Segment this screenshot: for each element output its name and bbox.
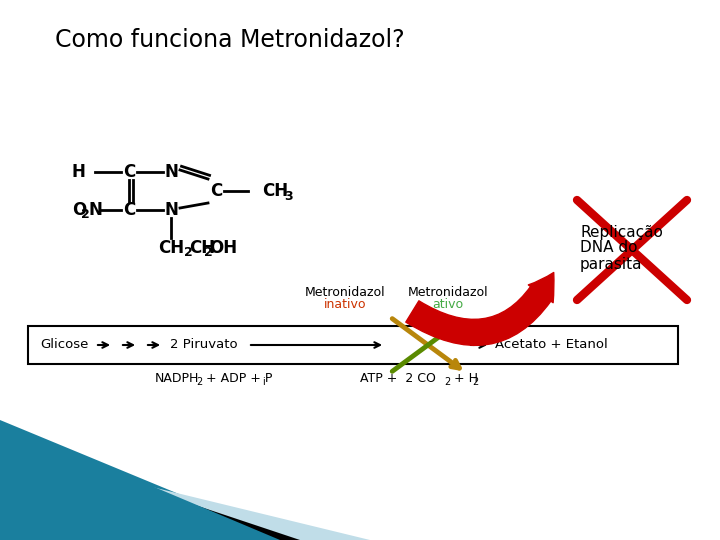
- Text: DNA do: DNA do: [580, 240, 637, 255]
- Text: 2: 2: [196, 377, 202, 387]
- Text: Metronidazol: Metronidazol: [408, 286, 488, 299]
- Text: C: C: [210, 182, 222, 200]
- Text: Metronidazol: Metronidazol: [305, 286, 385, 299]
- Text: OH: OH: [209, 239, 237, 257]
- Text: inativo: inativo: [324, 298, 366, 310]
- Text: 2: 2: [184, 246, 193, 260]
- Text: CH: CH: [189, 239, 215, 257]
- Polygon shape: [0, 422, 280, 540]
- Text: 2: 2: [81, 208, 90, 221]
- Text: Como funciona Metronidazol?: Como funciona Metronidazol?: [55, 28, 405, 52]
- Text: CH: CH: [158, 239, 184, 257]
- Text: i: i: [262, 377, 265, 387]
- Text: Acetato + Etanol: Acetato + Etanol: [495, 339, 608, 352]
- Text: N: N: [164, 163, 178, 181]
- Text: ativo: ativo: [433, 298, 464, 310]
- Polygon shape: [0, 440, 330, 540]
- Text: H: H: [71, 163, 85, 181]
- Text: ATP +  2 CO: ATP + 2 CO: [360, 372, 436, 384]
- Text: Glicose: Glicose: [40, 339, 89, 352]
- Polygon shape: [0, 450, 370, 540]
- Text: 3: 3: [284, 190, 292, 202]
- Text: O: O: [72, 201, 86, 219]
- Text: 2: 2: [444, 377, 450, 387]
- Text: Replicação: Replicação: [580, 225, 663, 240]
- Text: 2: 2: [472, 377, 478, 387]
- FancyArrowPatch shape: [406, 273, 554, 346]
- Text: parasita: parasita: [580, 256, 642, 272]
- Text: NADPH: NADPH: [155, 372, 199, 384]
- Text: + ADP + P: + ADP + P: [202, 372, 272, 384]
- Text: C: C: [123, 201, 135, 219]
- Text: CH: CH: [262, 182, 288, 200]
- Text: 2: 2: [204, 246, 212, 260]
- Text: + H: + H: [450, 372, 478, 384]
- Text: N: N: [88, 201, 102, 219]
- Text: C: C: [123, 163, 135, 181]
- FancyBboxPatch shape: [28, 326, 678, 364]
- Text: 2 Piruvato: 2 Piruvato: [170, 339, 238, 352]
- Text: N: N: [164, 201, 178, 219]
- Polygon shape: [0, 420, 290, 540]
